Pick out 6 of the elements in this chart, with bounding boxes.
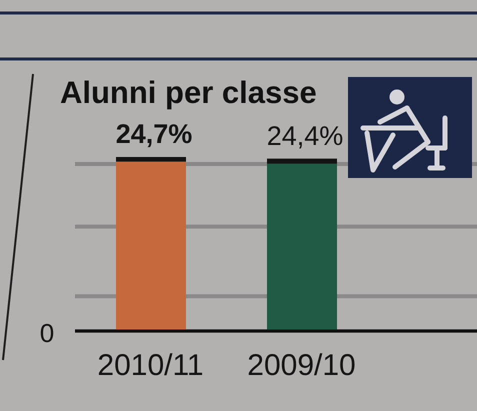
- x-tick-label: 2009/10: [247, 349, 356, 382]
- data-label: 24,4%: [266, 121, 344, 152]
- chart-title: Alunni per classe: [60, 75, 317, 110]
- text: 0: [38, 318, 56, 348]
- x-tick-label: 2010/11: [97, 349, 204, 382]
- data-label: 24,7%: [116, 119, 192, 150]
